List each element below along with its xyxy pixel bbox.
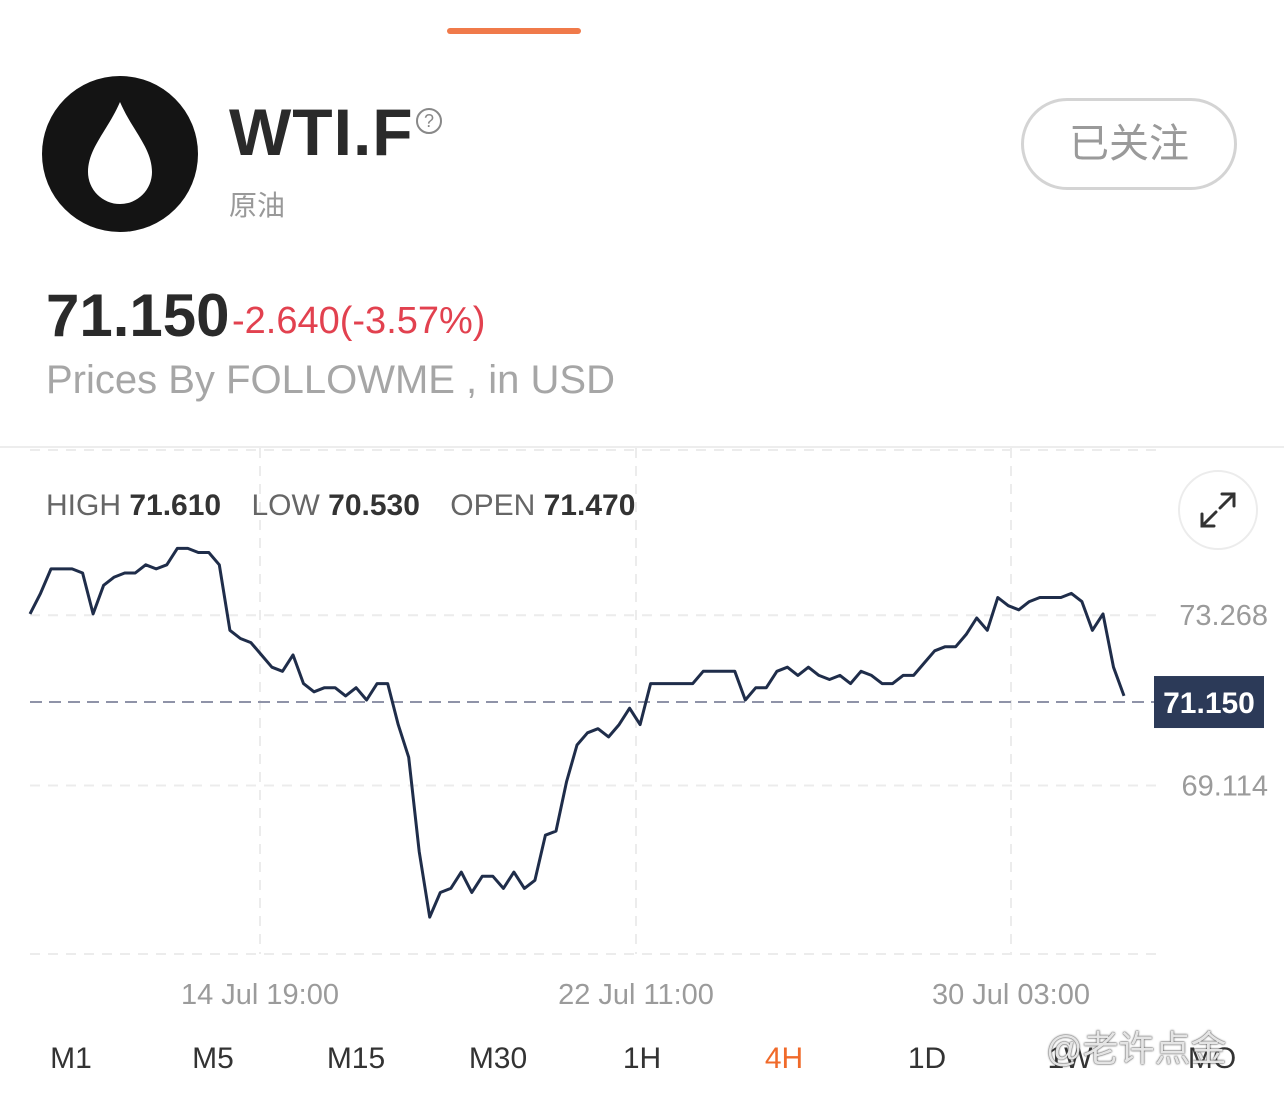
current-price-badge-label: 71.150 bbox=[1163, 687, 1255, 720]
timeframe-4h[interactable]: 4H bbox=[764, 1042, 804, 1075]
timeframe-bar: M1 M5 M15 M30 1H 4H 1D 1W MO bbox=[0, 1034, 1284, 1084]
oil-drop-icon bbox=[42, 76, 198, 232]
open-label: OPEN bbox=[450, 489, 536, 522]
timeframe-1w[interactable]: 1W bbox=[1047, 1042, 1093, 1075]
x-axis-tick-label: 22 Jul 11:00 bbox=[558, 979, 714, 1011]
timeframe-m1[interactable]: M1 bbox=[50, 1042, 92, 1075]
instrument-name: 原油 bbox=[229, 190, 286, 221]
open-value: 71.470 bbox=[543, 489, 636, 522]
timeframe-m5[interactable]: M5 bbox=[192, 1042, 234, 1075]
timeframe-m15[interactable]: M15 bbox=[326, 1042, 386, 1075]
pull-handle-indicator bbox=[447, 28, 581, 34]
price-source: Prices By FOLLOWME , in USD bbox=[46, 358, 615, 402]
ohlc-stats: HIGH 71.610 LOW 70.530 OPEN 71.470 bbox=[46, 486, 657, 526]
current-price-badge bbox=[1154, 676, 1264, 729]
watermark: @老许点金 bbox=[1046, 1028, 1227, 1069]
x-axis-tick-label: 30 Jul 03:00 bbox=[932, 979, 1090, 1011]
section-divider bbox=[0, 446, 1284, 448]
low-value: 70.530 bbox=[328, 489, 420, 522]
timeframe-m30[interactable]: M30 bbox=[468, 1042, 528, 1075]
low-label: LOW bbox=[251, 489, 320, 522]
y-axis-tick-label: 69.114 bbox=[1181, 770, 1268, 802]
y-axis-tick-label: 73.268 bbox=[1179, 600, 1268, 632]
high-label: HIGH bbox=[46, 489, 121, 522]
x-axis-tick-label: 14 Jul 19:00 bbox=[181, 979, 339, 1011]
instrument-symbol: WTI.F bbox=[229, 95, 414, 169]
current-price: 71.150 bbox=[46, 282, 230, 349]
help-icon[interactable]: ? bbox=[416, 108, 442, 134]
timeframe-mo[interactable]: MO bbox=[1187, 1042, 1237, 1075]
expand-icon[interactable] bbox=[1178, 470, 1258, 550]
high-value: 71.610 bbox=[129, 489, 222, 522]
timeframe-1h[interactable]: 1H bbox=[622, 1042, 662, 1075]
price-chart[interactable]: 73.268 69.114 14 Jul 19:00 22 Jul 11:00 30 J… bbox=[0, 448, 1284, 1028]
timeframe-1d[interactable]: 1D bbox=[907, 1042, 947, 1075]
price-series-line bbox=[28, 546, 1126, 919]
follow-button[interactable]: 已关注 bbox=[1021, 98, 1237, 190]
price-change: -2.640(-3.57%) bbox=[232, 300, 486, 342]
